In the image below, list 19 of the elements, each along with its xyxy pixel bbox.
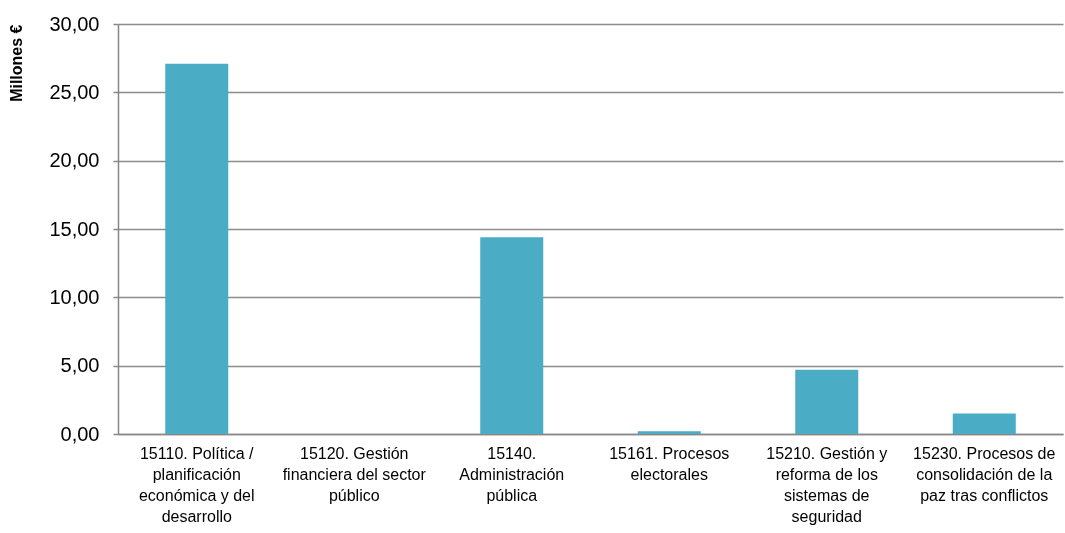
y-tick-label: 15,00: [49, 217, 100, 240]
x-tick-label: 15161. Procesos electorales: [609, 444, 730, 483]
y-tick-label: 5,00: [60, 354, 100, 377]
x-tick-label: 15230. Procesos de consolidación de la paz tras conflictos: [913, 444, 1056, 504]
bar: [795, 369, 859, 434]
y-tick-label: 25,00: [49, 80, 100, 103]
y-tick-label: 20,00: [49, 149, 100, 172]
y-axis-title: Millones €: [8, 24, 26, 102]
y-tick-label: 10,00: [49, 285, 100, 308]
bar: [165, 63, 229, 434]
x-tick-label: 15110. Política / planificación económica y del desarrollo: [138, 444, 255, 525]
bar: [637, 431, 701, 434]
x-tick-label: 15210. Gestión y reforma de los sistemas de seguridad: [766, 444, 888, 525]
x-tick-label: 15120. Gestión financiera del sector público: [282, 444, 427, 504]
y-tick-label: 0,00: [60, 422, 100, 445]
bar: [480, 237, 544, 434]
bar: [952, 413, 1016, 434]
y-tick-label: 30,00: [49, 12, 100, 35]
x-tick-label: 15140. Administración pública: [459, 444, 565, 504]
